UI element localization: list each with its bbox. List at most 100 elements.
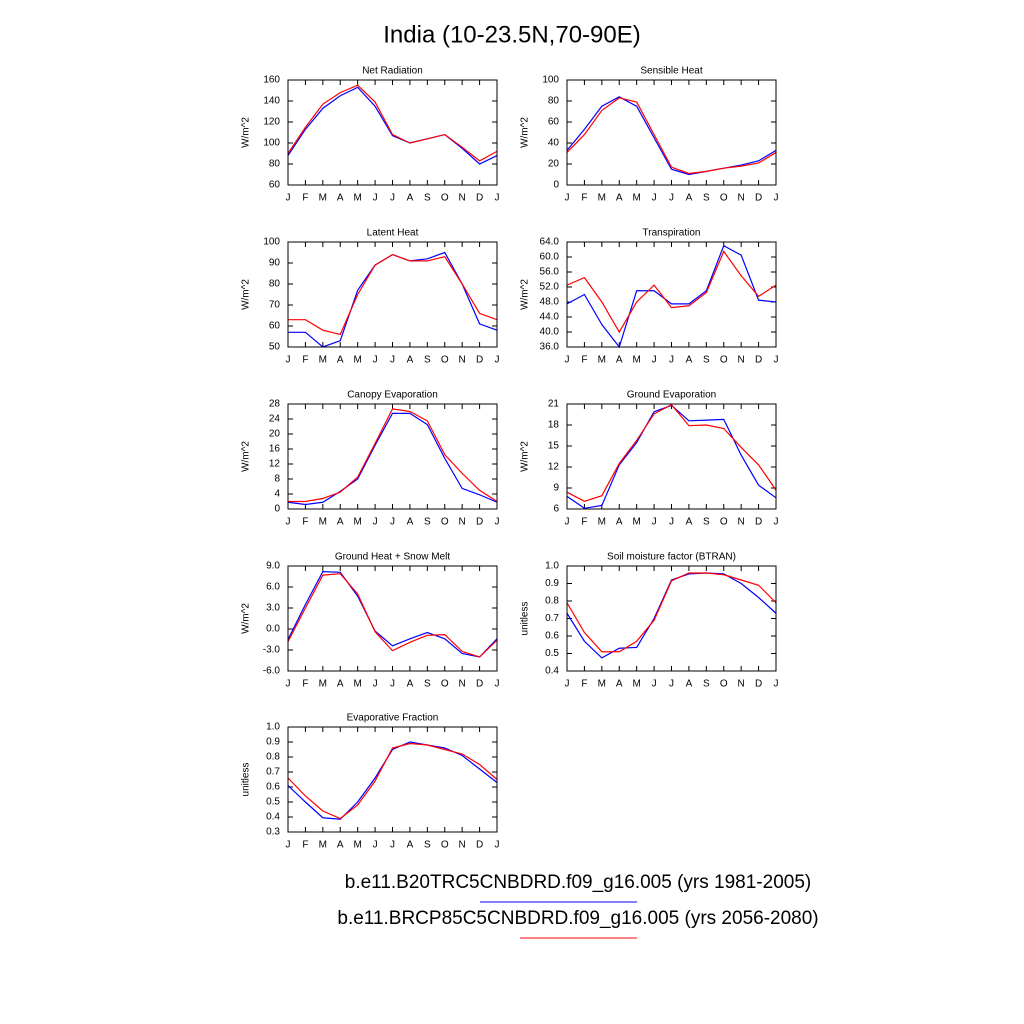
series-line bbox=[287, 86, 498, 165]
y-tick-label: 0.7 bbox=[266, 767, 280, 778]
series-line bbox=[287, 412, 498, 506]
x-tick-label: O bbox=[441, 840, 449, 851]
y-tick-label: 56.0 bbox=[540, 267, 560, 278]
y-tick-label: 0.6 bbox=[266, 782, 280, 793]
y-tick-label: 0 bbox=[274, 504, 280, 515]
y-tick-label: 36.0 bbox=[540, 342, 560, 353]
x-tick-label: A bbox=[616, 193, 623, 204]
x-tick-label: O bbox=[720, 193, 728, 204]
y-tick-label: 0.5 bbox=[545, 648, 559, 659]
x-tick-label: N bbox=[459, 679, 466, 690]
x-tick-label: M bbox=[353, 517, 361, 528]
y-tick-label: -3.0 bbox=[263, 645, 281, 656]
x-tick-label: O bbox=[441, 517, 449, 528]
y-tick-label: 1.0 bbox=[545, 561, 559, 572]
y-tick-label: 6 bbox=[553, 504, 559, 515]
y-tick-label: 40.0 bbox=[540, 327, 560, 338]
y-axis-label: W/m^2 bbox=[520, 279, 531, 310]
x-tick-label: O bbox=[720, 355, 728, 366]
x-tick-label: A bbox=[407, 193, 414, 204]
panel-title: Net Radiation bbox=[362, 66, 423, 77]
y-tick-label: 52.0 bbox=[540, 282, 560, 293]
x-tick-label: J bbox=[774, 355, 779, 366]
x-tick-label: N bbox=[738, 193, 745, 204]
x-tick-label: M bbox=[353, 193, 361, 204]
y-axis-label: unitless bbox=[241, 763, 252, 797]
x-tick-label: J bbox=[495, 355, 500, 366]
series-line bbox=[566, 97, 777, 175]
x-tick-label: S bbox=[703, 517, 710, 528]
y-tick-label: 70 bbox=[269, 300, 281, 311]
y-tick-label: 0 bbox=[553, 180, 559, 191]
plot-frame bbox=[566, 565, 777, 672]
plot-frame bbox=[566, 79, 777, 186]
y-tick-label: 18 bbox=[548, 420, 560, 431]
x-tick-label: M bbox=[632, 679, 640, 690]
x-tick-label: J bbox=[669, 193, 674, 204]
x-tick-label: M bbox=[632, 517, 640, 528]
series-line bbox=[566, 572, 777, 653]
x-tick-label: J bbox=[495, 679, 500, 690]
x-tick-label: J bbox=[286, 840, 291, 851]
x-tick-label: N bbox=[459, 840, 466, 851]
y-tick-label: 64.0 bbox=[540, 237, 560, 248]
y-axis-label: W/m^2 bbox=[241, 603, 252, 634]
series-line bbox=[287, 742, 498, 820]
series-line bbox=[566, 572, 777, 659]
plot-frame bbox=[287, 79, 498, 186]
x-tick-label: J bbox=[373, 517, 378, 528]
x-tick-label: N bbox=[738, 355, 745, 366]
x-tick-label: J bbox=[390, 355, 395, 366]
y-tick-label: 16 bbox=[269, 444, 281, 455]
y-tick-label: 48.0 bbox=[540, 297, 560, 308]
x-tick-label: J bbox=[495, 517, 500, 528]
x-tick-label: J bbox=[565, 517, 570, 528]
x-tick-label: N bbox=[459, 355, 466, 366]
series-line bbox=[566, 250, 777, 334]
x-tick-label: J bbox=[286, 193, 291, 204]
y-axis-label: W/m^2 bbox=[241, 279, 252, 310]
x-tick-label: M bbox=[598, 193, 606, 204]
x-tick-label: D bbox=[755, 355, 762, 366]
x-tick-label: A bbox=[616, 517, 623, 528]
x-tick-label: N bbox=[738, 679, 745, 690]
x-tick-label: D bbox=[476, 193, 483, 204]
x-tick-label: D bbox=[476, 517, 483, 528]
x-tick-label: M bbox=[632, 355, 640, 366]
x-tick-label: J bbox=[286, 517, 291, 528]
y-axis-label: W/m^2 bbox=[520, 117, 531, 148]
x-tick-label: M bbox=[598, 679, 606, 690]
y-tick-label: 12 bbox=[548, 462, 560, 473]
x-tick-label: A bbox=[337, 840, 344, 851]
panel-title: Evaporative Fraction bbox=[347, 713, 439, 724]
x-tick-label: M bbox=[353, 840, 361, 851]
x-tick-label: J bbox=[652, 355, 657, 366]
x-tick-label: F bbox=[302, 840, 308, 851]
x-tick-label: D bbox=[755, 193, 762, 204]
y-tick-label: 0.9 bbox=[266, 737, 280, 748]
y-tick-label: 60.0 bbox=[540, 252, 560, 263]
y-tick-label: 20 bbox=[548, 159, 560, 170]
x-tick-label: S bbox=[703, 679, 710, 690]
y-tick-label: 0.0 bbox=[266, 624, 280, 635]
x-tick-label: A bbox=[686, 355, 693, 366]
y-tick-label: 20 bbox=[269, 429, 281, 440]
y-tick-label: 0.3 bbox=[266, 827, 280, 838]
x-tick-label: O bbox=[720, 517, 728, 528]
x-tick-label: A bbox=[337, 517, 344, 528]
legend-label: b.e11.B20TRC5CNBDRD.f09_g16.005 (yrs 198… bbox=[345, 872, 811, 893]
x-tick-label: J bbox=[652, 193, 657, 204]
y-axis-label: W/m^2 bbox=[241, 117, 252, 148]
y-tick-label: 50 bbox=[269, 342, 281, 353]
x-tick-label: J bbox=[390, 679, 395, 690]
x-tick-label: J bbox=[373, 679, 378, 690]
x-tick-label: A bbox=[337, 355, 344, 366]
x-tick-label: S bbox=[703, 193, 710, 204]
x-tick-label: S bbox=[424, 840, 431, 851]
y-tick-label: 80 bbox=[269, 159, 281, 170]
x-tick-label: A bbox=[686, 517, 693, 528]
y-tick-label: 21 bbox=[548, 399, 560, 410]
x-tick-label: A bbox=[337, 679, 344, 690]
x-tick-label: F bbox=[302, 355, 308, 366]
